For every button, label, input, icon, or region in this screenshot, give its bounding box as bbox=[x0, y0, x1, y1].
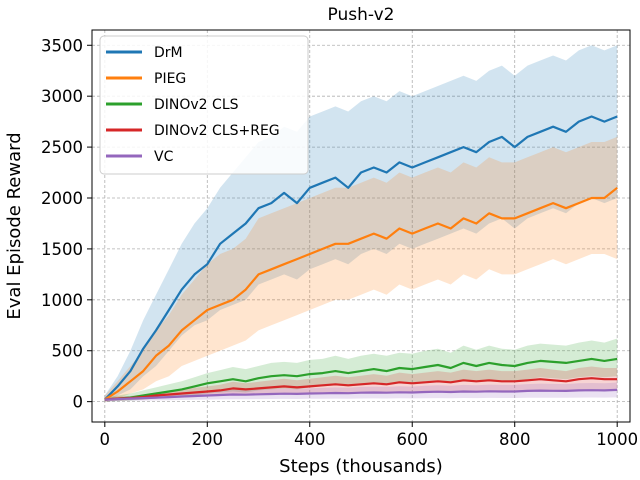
plot-frame bbox=[91, 29, 631, 423]
legend-box bbox=[99, 35, 309, 175]
series-lines bbox=[104, 115, 618, 401]
legend-label-dinov2-cls: DINOv2 CLS bbox=[154, 97, 239, 113]
line-dinov2-cls bbox=[104, 357, 618, 401]
legend-label-pieg: PIEG bbox=[154, 71, 186, 87]
band-drm bbox=[104, 45, 618, 402]
y-axis-ticks: 0 500 1000 1500 2000 2500 3000 3500 bbox=[41, 36, 92, 412]
y-tick-label: 1000 bbox=[41, 291, 83, 310]
line-drm bbox=[104, 115, 618, 401]
x-tick-label: 200 bbox=[192, 430, 224, 449]
y-tick-label: 1500 bbox=[41, 240, 83, 259]
band-pieg bbox=[104, 136, 618, 402]
y-tick-label: 2500 bbox=[41, 138, 83, 157]
legend-label-dinov2-cls-reg: DINOv2 CLS+REG bbox=[154, 123, 280, 139]
x-axis-ticks: 0 200 400 600 800 1000 bbox=[100, 422, 638, 449]
y-tick-label: 500 bbox=[52, 342, 84, 361]
line-dinov2-cls-reg bbox=[104, 377, 618, 401]
legend-label-drm: DrM bbox=[154, 45, 183, 61]
chart-title: Push-v2 bbox=[328, 5, 395, 25]
x-tick-label: 800 bbox=[499, 430, 531, 449]
legend: DrM PIEG DINOv2 CLS DINOv2 CLS+REG VC bbox=[99, 35, 309, 175]
y-tick-label: 3500 bbox=[41, 36, 83, 55]
y-axis-label: Eval Episode Reward bbox=[4, 132, 25, 319]
y-tick-label: 3000 bbox=[41, 87, 83, 106]
x-tick-label: 0 bbox=[100, 430, 111, 449]
y-tick-label: 0 bbox=[73, 393, 84, 412]
y-tick-label: 2000 bbox=[41, 189, 83, 208]
line-pieg bbox=[104, 186, 618, 401]
legend-label-vc: VC bbox=[154, 149, 174, 165]
x-axis-label: Steps (thousands) bbox=[279, 456, 443, 477]
x-tick-label: 400 bbox=[294, 430, 326, 449]
x-tick-label: 1000 bbox=[596, 430, 638, 449]
x-tick-label: 600 bbox=[396, 430, 428, 449]
line-vc bbox=[104, 388, 618, 401]
